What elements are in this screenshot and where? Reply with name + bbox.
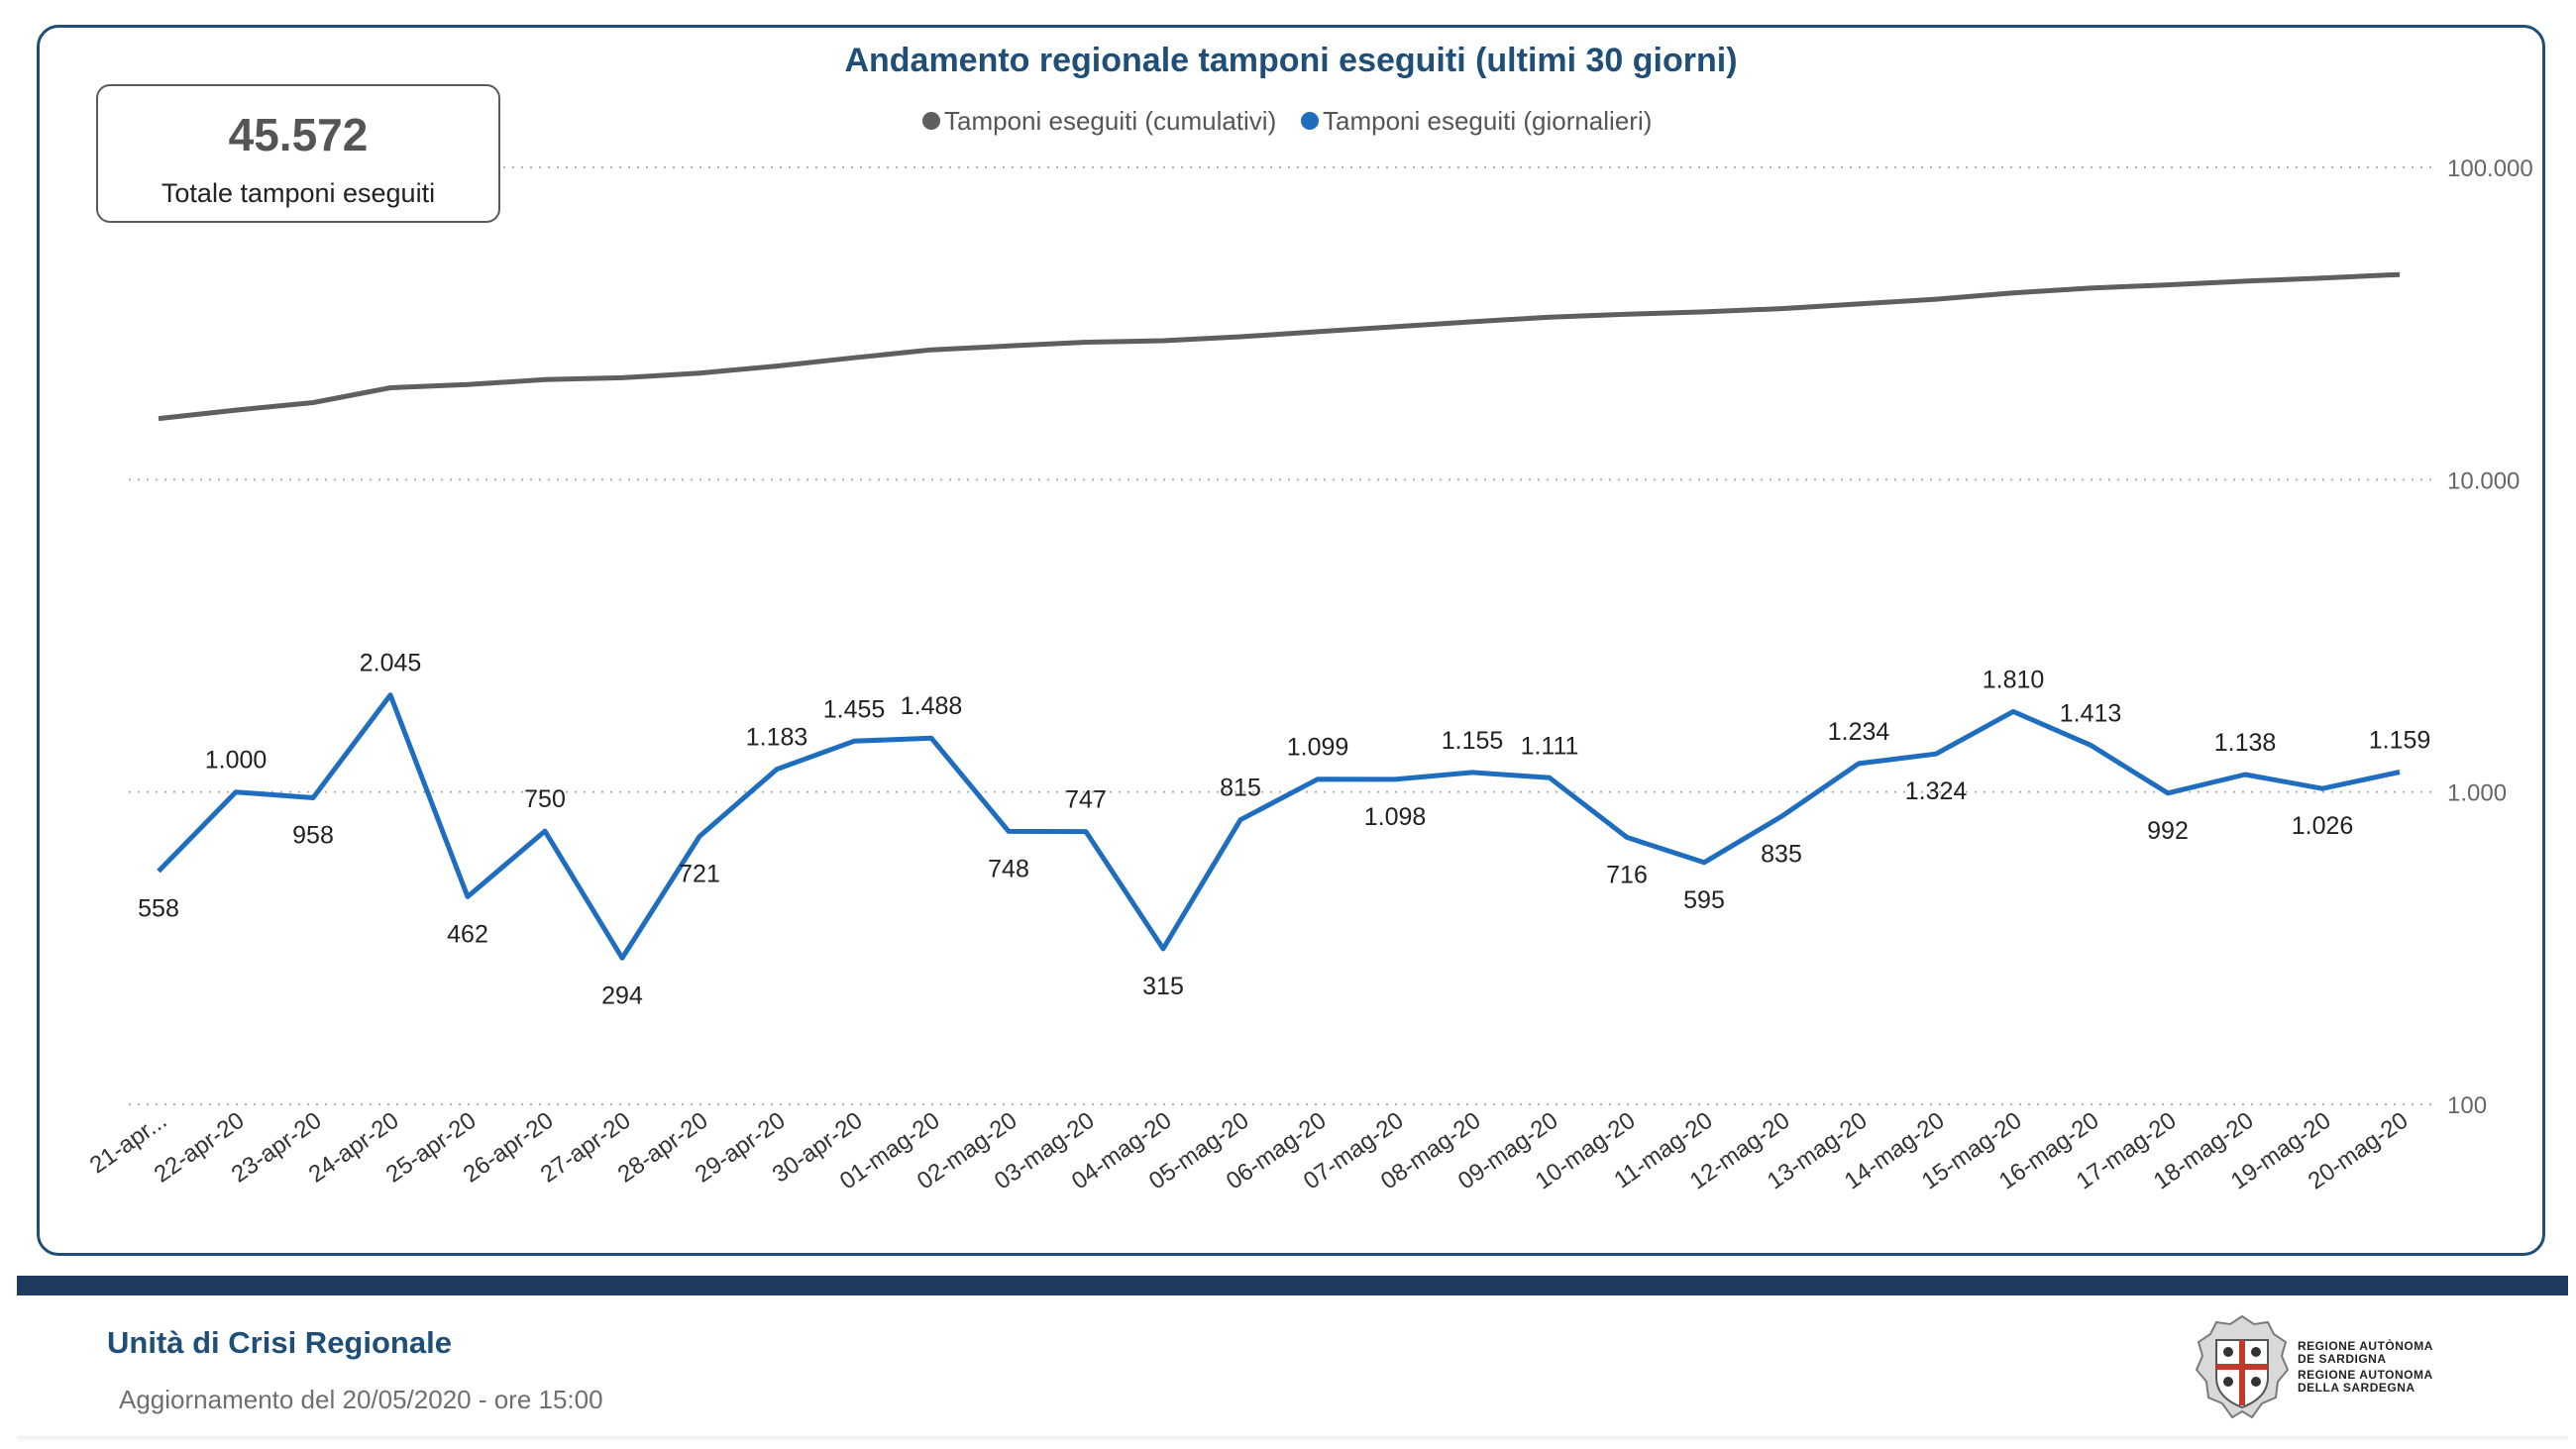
footer-shadow [17, 1436, 2568, 1442]
y-tick-label: 100.000 [2447, 155, 2533, 182]
legend-label-daily: Tamponi eseguiti (giornalieri) [1323, 106, 1652, 136]
data-label-daily: 1.111 [1521, 732, 1579, 760]
data-label-daily: 1.155 [1442, 727, 1504, 755]
kpi-value: 45.572 [228, 109, 369, 160]
data-label-daily: 1.455 [823, 695, 886, 723]
data-label-daily: 835 [1761, 840, 1802, 868]
logo-text-line3: REGIONE AUTONOMA [2298, 1368, 2433, 1382]
data-label-daily: 815 [1220, 775, 1261, 802]
update-timestamp: Aggiornamento del 20/05/2020 - ore 15:00 [119, 1385, 603, 1414]
y-tick-label: 1.000 [2447, 780, 2507, 807]
data-label-daily: 2.045 [360, 650, 422, 677]
data-label-daily: 1.026 [2292, 812, 2354, 840]
data-label-daily: 1.413 [2060, 699, 2122, 727]
chart-title: Andamento regionale tamponi eseguiti (ul… [844, 42, 1737, 79]
logo-text-line2: DE SARDIGNA [2298, 1352, 2387, 1366]
line-chart: Andamento regionale tamponi eseguiti (ul… [85, 42, 2533, 1195]
logo-text-line4: DELLA SARDEGNA [2298, 1381, 2415, 1395]
y-tick-label: 100 [2447, 1092, 2487, 1119]
data-label-daily: 716 [1606, 861, 1648, 888]
data-label-daily: 315 [1142, 973, 1184, 1000]
data-label-daily: 1.324 [1905, 777, 1968, 805]
data-label-daily: 721 [679, 860, 720, 887]
data-label-daily: 1.099 [1287, 734, 1349, 762]
logo-text-line1: REGIONE AUTÒNOMA [2298, 1339, 2433, 1353]
data-label-daily: 294 [601, 982, 643, 1009]
gridlines [129, 166, 2437, 1105]
data-label-daily: 1.488 [901, 692, 963, 720]
data-label-daily: 747 [1065, 786, 1107, 814]
data-label-daily: 595 [1683, 886, 1725, 914]
data-label-daily: 1.098 [1364, 803, 1427, 831]
kpi-label: Totale tamponi eseguiti [161, 178, 436, 208]
y-tick-label: 10.000 [2447, 467, 2520, 494]
legend: Tamponi eseguiti (cumulativi) Tamponi es… [922, 106, 1652, 136]
legend-marker-daily [1301, 112, 1319, 130]
series-line-cumulative [158, 271, 2401, 422]
data-label-daily: 992 [2147, 817, 2189, 845]
data-label-daily: 1.159 [2369, 726, 2431, 754]
legend-marker-cumulative [922, 112, 940, 130]
region-logo: REGIONE AUTÒNOMA DE SARDIGNA REGIONE AUT… [2195, 1312, 2442, 1421]
x-axis-ticks: 21-apr...22-apr-2023-apr-2024-apr-2025-a… [85, 1107, 2414, 1195]
data-label-daily: 1.183 [746, 724, 808, 752]
legend-label-cumulative: Tamponi eseguiti (cumulativi) [944, 106, 1276, 136]
footer-divider-bar [17, 1276, 2568, 1295]
data-label-daily: 558 [138, 895, 179, 923]
chart-panel [37, 25, 2545, 1256]
data-label-daily: 748 [988, 855, 1029, 882]
data-label-daily: 1.000 [205, 747, 268, 775]
data-labels: 558 1.000 958 2.045 462 750 294 721 1.183 1.455 1.… [138, 650, 2430, 1010]
kpi-card: 45.572 Totale tamponi eseguiti [96, 84, 500, 223]
data-label-daily: 750 [524, 785, 566, 813]
data-label-daily: 1.138 [2214, 729, 2277, 757]
y-axis-ticks: 100 1.000 10.000 100.000 [2447, 155, 2533, 1119]
data-label-daily: 462 [447, 920, 488, 948]
data-label-daily: 1.234 [1828, 718, 1890, 746]
data-label-daily: 1.810 [1983, 666, 2045, 693]
region-emblem-icon [2195, 1314, 2290, 1419]
series-line-daily [157, 692, 2401, 961]
footer-title: Unità di Crisi Regionale [107, 1325, 452, 1360]
data-label-daily: 958 [292, 822, 334, 850]
series [157, 271, 2401, 961]
